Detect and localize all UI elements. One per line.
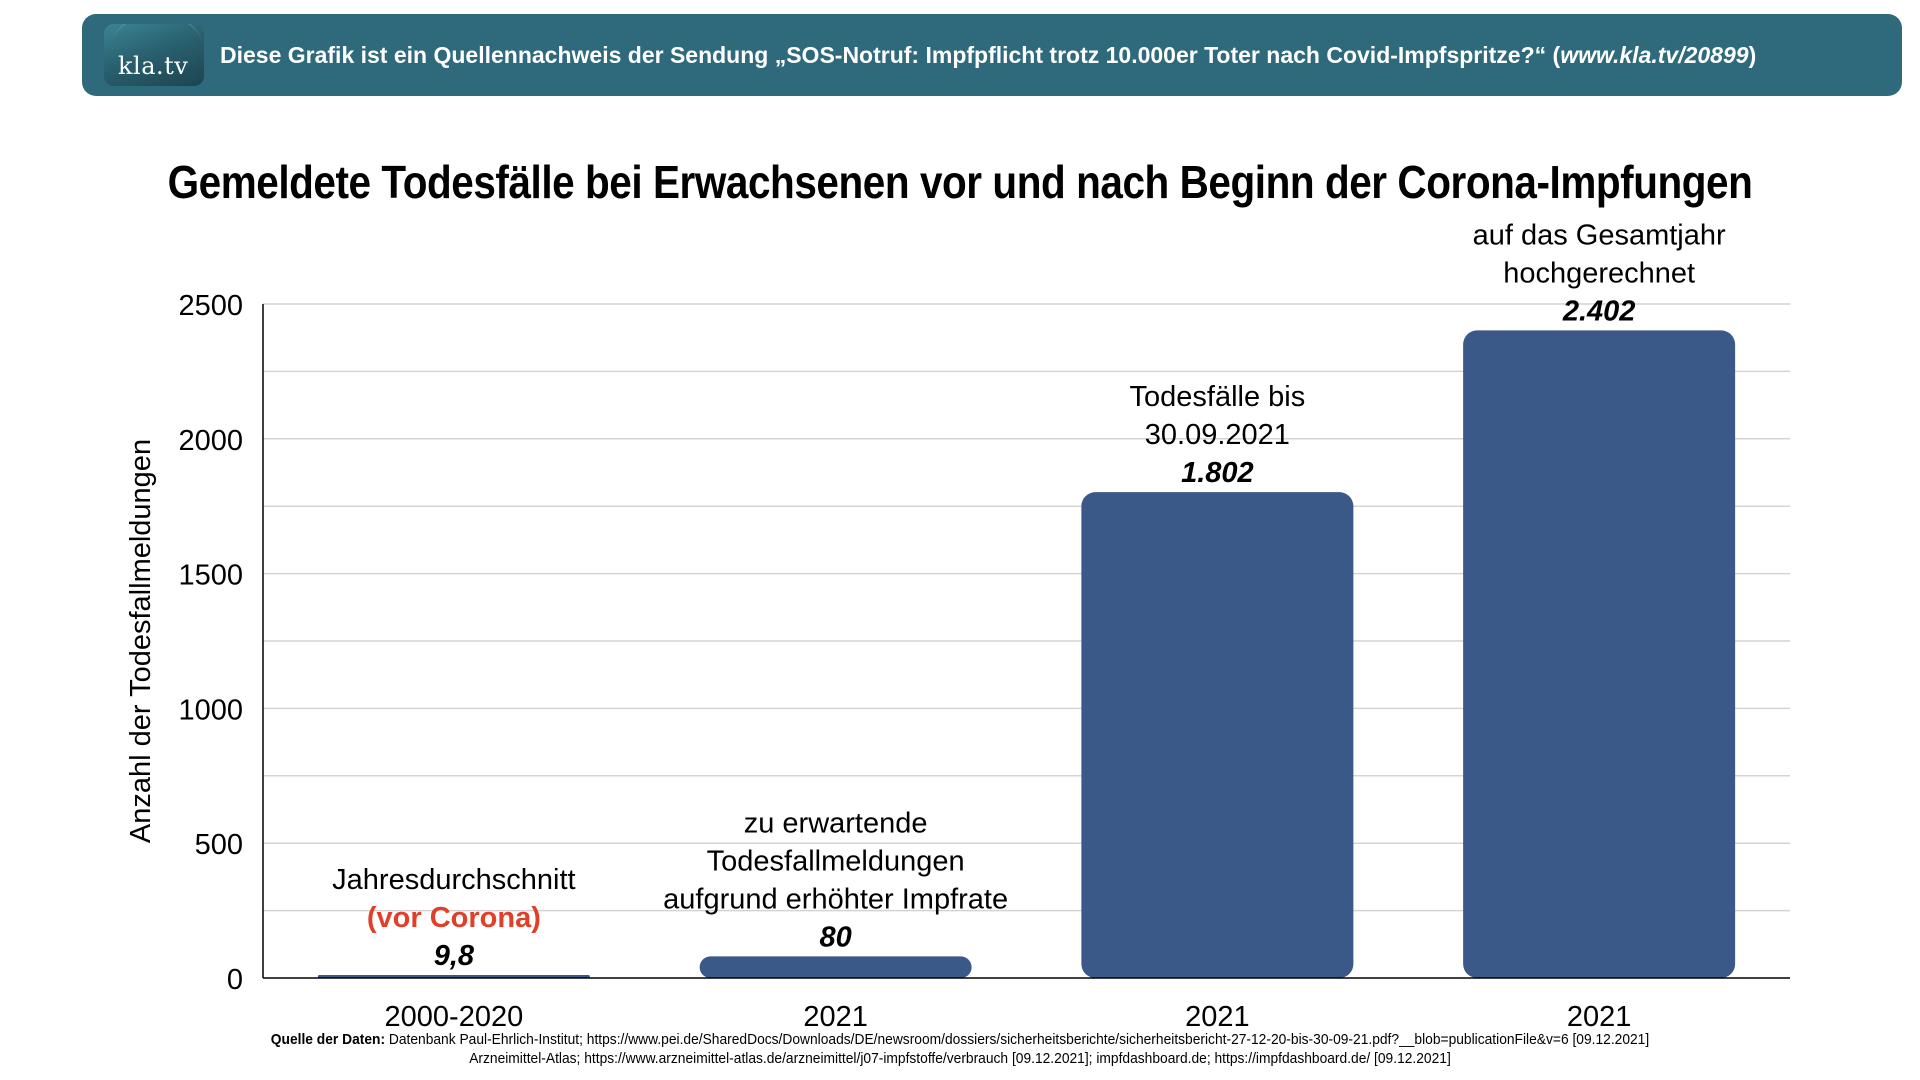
y-axis-label: Anzahl der Todesfallmeldungen <box>125 439 157 843</box>
value-label: 2.402 <box>1562 295 1636 327</box>
source-label: Quelle der Daten: <box>270 1031 386 1048</box>
annotation-line: Jahresdurchschnitt <box>332 864 575 896</box>
banner-text-suffix: ) <box>1748 41 1757 68</box>
bar <box>699 956 972 978</box>
banner-text: Diese Grafik ist ein Quellennachweis der… <box>220 42 1756 69</box>
x-axis-ticks: 2000-2020 2021 2021 2021 <box>385 1001 1632 1033</box>
annotation-line: 30.09.2021 <box>1145 419 1290 451</box>
bar-annotations: 9,8 (vor Corona) Jahresdurchschnitt 80 aufgr… <box>332 219 1726 972</box>
kla-tv-logo: kla.tv <box>104 24 204 86</box>
y-tick-label: 2500 <box>178 290 243 322</box>
annotation-line: Todesfallmeldungen <box>707 845 965 877</box>
value-label: 80 <box>819 921 851 953</box>
x-tick-label: 2021 <box>803 1001 868 1033</box>
y-axis-ticks: 0 500 1000 1500 2000 2500 <box>178 290 243 996</box>
bar <box>1463 330 1736 979</box>
value-label: 1.802 <box>1181 457 1254 489</box>
source-note: Quelle der Daten: Datenbank Paul-Ehrlich… <box>77 1030 1843 1068</box>
annotation-line: aufgrund erhöhter Impfrate <box>663 883 1008 915</box>
x-tick-label: 2000-2020 <box>385 1001 524 1033</box>
annotation-highlight: (vor Corona) <box>367 902 541 934</box>
annotation-line: auf das Gesamtjahr <box>1473 219 1726 251</box>
y-tick-label: 0 <box>227 964 243 996</box>
banner-text-prefix: Diese Grafik ist ein Quellennachweis der… <box>220 41 1561 68</box>
annotation-line: hochgerechnet <box>1503 257 1695 289</box>
source-line-2: Arzneimittel-Atlas; https://www.arzneimi… <box>469 1050 1451 1067</box>
banner-link[interactable]: www.kla.tv/20899 <box>1560 41 1749 68</box>
annotation-line: zu erwartende <box>744 807 928 839</box>
y-tick-label: 1500 <box>178 560 243 592</box>
logo-text: kla.tv <box>118 52 189 80</box>
bar <box>1081 492 1354 978</box>
annotation-line: Todesfälle bis <box>1130 381 1306 413</box>
source-banner: kla.tv Diese Grafik ist ein Quellennachw… <box>82 14 1902 96</box>
x-tick-label: 2021 <box>1567 1001 1632 1033</box>
y-tick-label: 2000 <box>178 425 243 457</box>
y-tick-label: 500 <box>195 829 243 861</box>
chart-title: Gemeldete Todesfälle bei Erwachsenen vor… <box>167 156 1753 208</box>
x-tick-label: 2021 <box>1185 1001 1250 1033</box>
value-label: 9,8 <box>434 940 475 972</box>
bars <box>317 330 1736 979</box>
source-line-1: Datenbank Paul-Ehrlich-Institut; https:/… <box>388 1031 1650 1048</box>
y-tick-label: 1000 <box>178 694 243 726</box>
